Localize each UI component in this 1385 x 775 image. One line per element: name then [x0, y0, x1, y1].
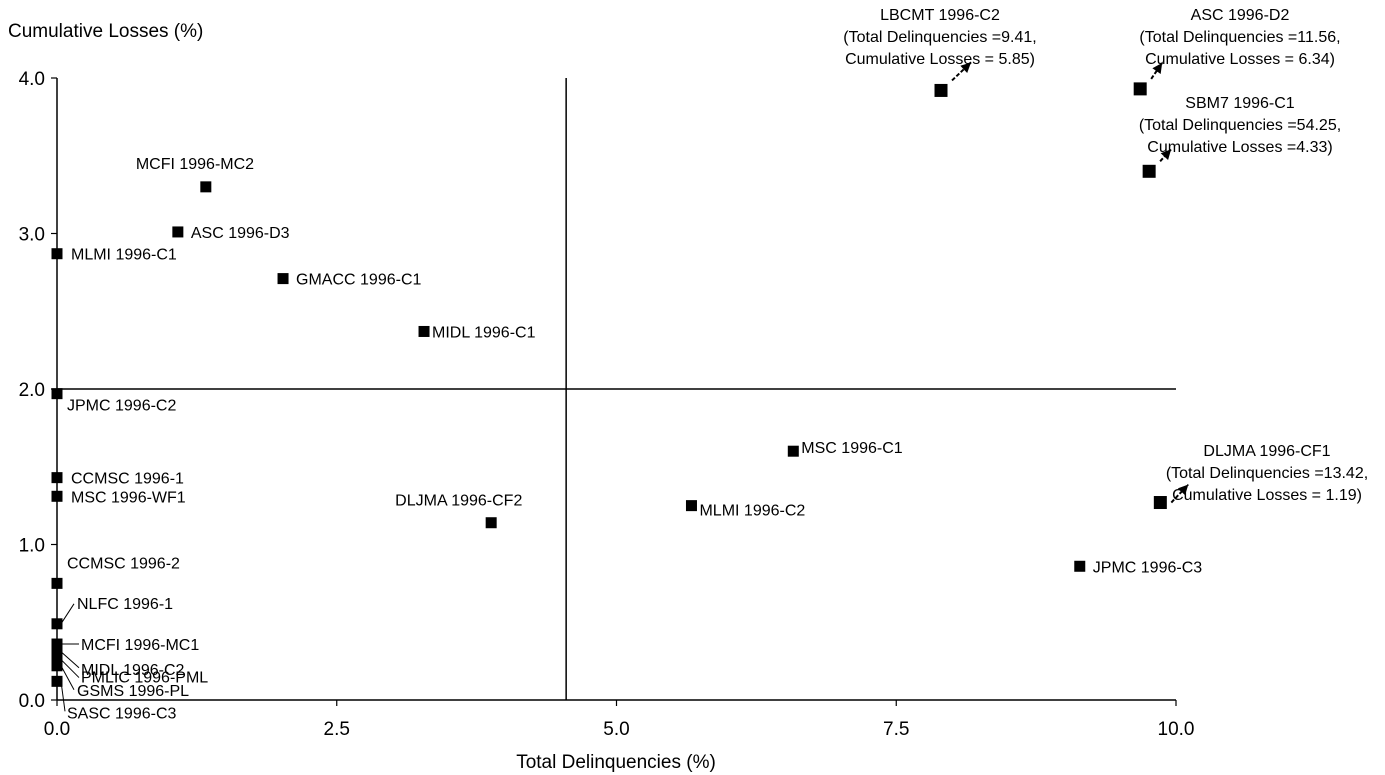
y-tick-label: 3.0	[19, 225, 45, 246]
data-point	[51, 675, 63, 687]
point-label: PMLIC 1996-PML	[81, 670, 208, 687]
y-axis-title: Cumulative Losses (%)	[8, 21, 203, 42]
x-tick-label: 0.0	[44, 719, 70, 740]
point-label: MCFI 1996-MC2	[136, 156, 254, 173]
data-point	[51, 660, 63, 672]
callout-lbcmt-line: LBCMT 1996-C2	[880, 7, 1000, 24]
point-label: CCMSC 1996-2	[67, 555, 180, 572]
point-label: JPMC 1996-C2	[67, 398, 176, 415]
data-point	[51, 248, 63, 260]
data-point	[934, 83, 948, 97]
label-leader-line	[60, 665, 75, 691]
data-point	[51, 577, 63, 589]
data-point	[1133, 82, 1147, 96]
point-label: MLMI 1996-C1	[71, 247, 177, 264]
y-tick-label: 0.0	[19, 691, 45, 712]
off-scale-arrow-head	[1160, 149, 1172, 161]
data-point	[787, 445, 799, 457]
label-leader-line	[60, 651, 80, 669]
data-point	[1153, 496, 1167, 510]
data-point	[51, 646, 63, 658]
callout-sbm7-line: SBM7 1996-C1	[1185, 95, 1294, 112]
x-tick-label: 10.0	[1158, 719, 1195, 740]
callout-lbcmt-line: (Total Delinquencies =9.41,	[843, 29, 1036, 46]
callout-dljma-cf1-line: Cumulative Losses = 1.19)	[1172, 487, 1362, 504]
data-point	[51, 654, 63, 666]
point-label: SASC 1996-C3	[67, 705, 176, 722]
data-point	[51, 388, 63, 400]
point-label: NLFC 1996-1	[77, 596, 173, 613]
point-label: MIDL 1996-C2	[81, 662, 185, 679]
callout-dljma-cf1-line: (Total Delinquencies =13.42,	[1166, 465, 1368, 482]
reference-lines	[57, 78, 1176, 700]
callout-asc-d2-line: Cumulative Losses = 6.34)	[1145, 51, 1335, 68]
point-label: MIDL 1996-C1	[432, 324, 536, 341]
point-label: CCMSC 1996-1	[71, 471, 184, 488]
data-points	[51, 82, 1167, 687]
callout-sbm7-line: (Total Delinquencies =54.25,	[1139, 117, 1341, 134]
point-labels: MCFI 1996-MC2 ASC 1996-D3 MLMI 1996-C1 GMAC…	[67, 156, 1202, 722]
label-leader-line	[60, 603, 75, 625]
leader-lines	[60, 61, 1190, 712]
data-point	[172, 226, 184, 238]
point-label: ASC 1996-D3	[191, 225, 290, 242]
callout-asc-d2-line: (Total Delinquencies =11.56,	[1139, 29, 1340, 46]
data-point	[51, 472, 63, 484]
point-label: DLJMA 1996-CF2	[395, 493, 522, 510]
point-label: MLMI 1996-C2	[699, 503, 805, 520]
data-point	[1074, 560, 1086, 572]
x-tick-label: 7.5	[883, 719, 909, 740]
point-label: GSMS 1996-PL	[77, 683, 189, 700]
callout-dljma-cf1-line: DLJMA 1996-CF1	[1203, 443, 1330, 460]
callout-asc-d2-line: ASC 1996-D2	[1191, 7, 1290, 24]
callout-sbm7-line: Cumulative Losses =4.33)	[1147, 139, 1332, 156]
data-point	[418, 325, 430, 337]
data-point	[200, 181, 212, 193]
off-scale-arrow-head	[1152, 62, 1163, 74]
off-scale-arrow-head	[1177, 484, 1189, 496]
y-tick-label: 1.0	[19, 536, 45, 557]
y-tick-label: 4.0	[19, 69, 45, 90]
data-point	[51, 638, 63, 650]
axes: 0.0 1.0 2.0 3.0 4.0 0.0 2.5 5.0 7.5 10.0	[19, 69, 1195, 740]
y-tick-label: 2.0	[19, 380, 45, 401]
point-label: JPMC 1996-C3	[1093, 559, 1202, 576]
data-point	[685, 500, 697, 512]
data-point	[1142, 164, 1156, 178]
x-tick-label: 2.5	[324, 719, 350, 740]
off-scale-arrow-head	[960, 62, 972, 73]
data-point	[277, 273, 289, 285]
x-tick-label: 5.0	[603, 719, 629, 740]
label-leader-line	[60, 659, 80, 678]
point-label: GMACC 1996-C1	[296, 272, 421, 289]
data-point	[51, 618, 63, 630]
callouts: LBCMT 1996-C2 (Total Delinquencies =9.41,…	[843, 7, 1368, 504]
point-label: MSC 1996-C1	[801, 440, 902, 457]
data-point	[485, 517, 497, 529]
x-axis-title: Total Delinquencies (%)	[516, 752, 716, 773]
point-label: MSC 1996-WF1	[71, 489, 186, 506]
callout-lbcmt-line: Cumulative Losses = 5.85)	[845, 51, 1035, 68]
data-point	[51, 490, 63, 502]
point-label: MCFI 1996-MC1	[81, 637, 199, 654]
